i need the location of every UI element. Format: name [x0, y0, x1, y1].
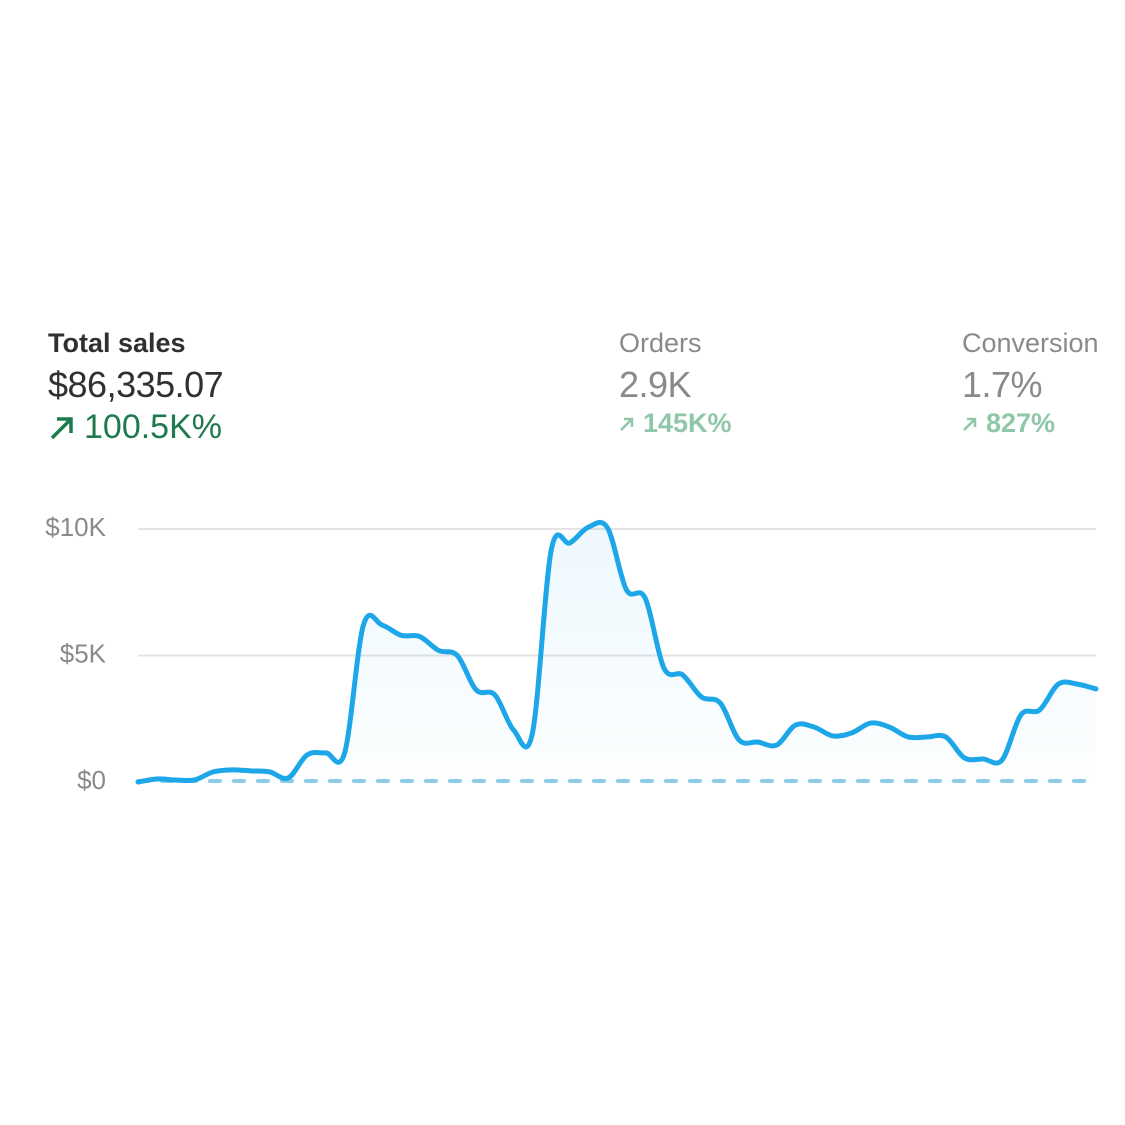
y-tick-label: $5K [60, 638, 107, 668]
metric-value: 2.9K [619, 364, 692, 405]
metric-change-row: 100.5K% [48, 408, 223, 447]
area [138, 522, 1096, 782]
metric-label: Conversion [962, 328, 1099, 358]
metric-change: 145K% [643, 408, 732, 438]
metric[interactable]: Conversion 1.7% 827% [962, 328, 1099, 439]
metric-change-row: 145K% [619, 408, 732, 439]
metric-change-row: 827% [962, 408, 1099, 439]
metric-label: Orders [619, 328, 702, 358]
up-arrow-icon [963, 417, 977, 431]
metric[interactable]: Orders 2.9K 145K% [619, 328, 732, 439]
metric-value: $86,335.07 [48, 364, 224, 405]
metric-change: 827% [986, 408, 1056, 438]
line [135, 519, 1099, 785]
up-arrow-icon [620, 417, 634, 431]
y-tick-label: $0 [77, 765, 106, 795]
metric[interactable]: Total sales $86,335.07 100.5K% [48, 328, 224, 447]
y-tick-label: $10K [45, 512, 106, 542]
metric-change: 100.5K% [84, 408, 222, 446]
up-arrow-icon [50, 416, 73, 439]
metric-label: Total sales [48, 328, 186, 358]
metric-value: 1.7% [962, 364, 1043, 405]
